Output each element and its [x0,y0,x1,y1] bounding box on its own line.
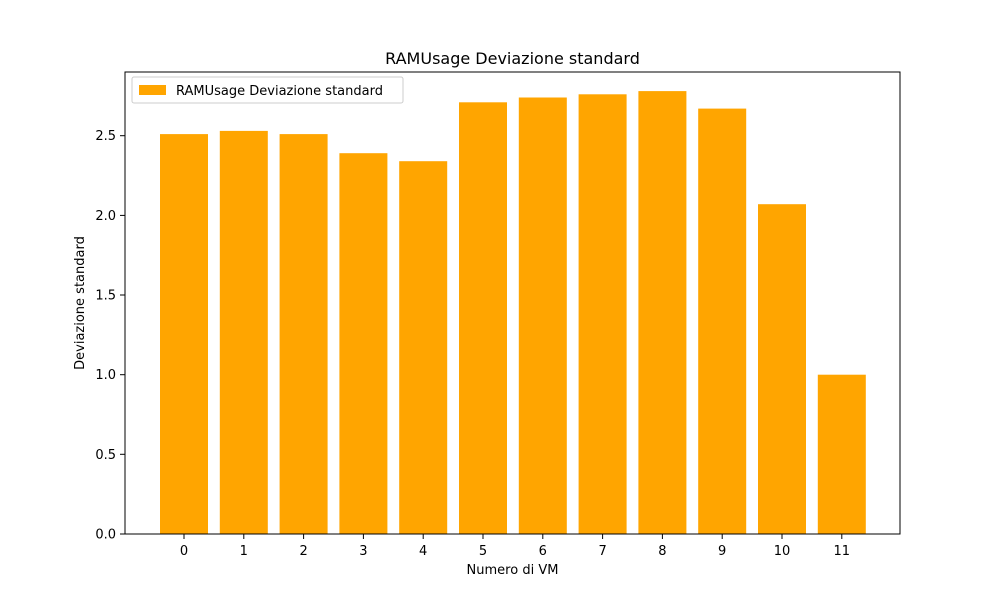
x-tick-label: 5 [479,544,487,559]
x-tick-label: 10 [774,544,791,559]
y-tick-label: 0.0 [95,528,116,543]
y-axis: 0.0 0.5 1.0 1.5 2.0 2.5 [95,129,125,543]
legend: RAMUsage Deviazione standard [131,76,404,104]
x-tick-label: 7 [598,544,606,559]
chart-title: RAMUsage Deviazione standard [385,49,640,68]
y-tick-label: 2.5 [95,129,116,144]
x-tick-label: 4 [419,544,427,559]
bar-10 [758,204,806,534]
y-tick-label: 2.0 [95,209,116,224]
x-tick-label: 2 [299,544,307,559]
bar-9 [698,108,747,534]
x-axis-label: Numero di VM [467,563,559,578]
legend-label: RAMUsage Deviazione standard [176,84,383,99]
y-tick-label: 1.5 [95,289,116,304]
bar-0 [160,134,208,534]
x-tick-label: 8 [658,544,666,559]
x-tick-label: 0 [180,544,188,559]
bar-6 [518,97,567,534]
bar-2 [279,134,328,534]
legend-swatch [139,85,166,95]
y-axis-label: Deviazione standard [73,236,88,370]
bar-3 [339,153,388,534]
x-tick-label: 1 [240,544,248,559]
x-tick-label: 6 [539,544,547,559]
y-tick-label: 1.0 [95,368,116,383]
x-tick-label: 11 [834,544,851,559]
bar-11 [817,374,866,534]
bars-layer [160,91,866,535]
y-tick-label: 0.5 [95,448,116,463]
legend-box [131,76,404,104]
bar-4 [399,161,448,534]
plot-frame [124,71,901,535]
bar-1 [219,130,268,534]
x-tick-label: 9 [718,544,726,559]
x-tick-label: 3 [359,544,367,559]
x-axis: 0 1 2 3 4 5 6 7 8 9 10 11 [180,534,850,559]
bar-5 [459,102,507,535]
bar-8 [638,91,687,534]
bar-7 [578,94,627,535]
